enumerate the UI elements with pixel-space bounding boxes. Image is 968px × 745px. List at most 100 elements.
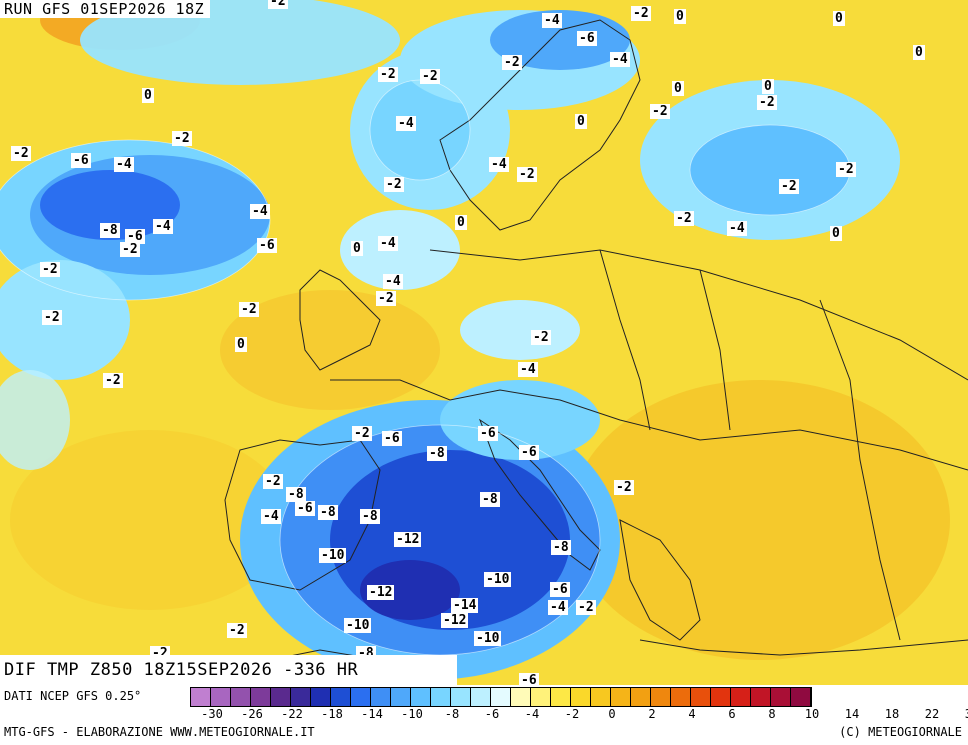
map-value-label: -4 — [378, 236, 398, 251]
map-value-label: -8 — [100, 223, 120, 238]
color-scale-swatch — [331, 688, 351, 706]
map-value-label: -2 — [172, 131, 192, 146]
color-scale-tick-label: 6 — [728, 707, 736, 721]
map-value-label: 0 — [575, 114, 587, 129]
map-value-label: -2 — [576, 600, 596, 615]
map-value-label: -6 — [125, 229, 145, 244]
color-scale-swatch — [771, 688, 791, 706]
credit-right: (C) METEOGIORNALE — [839, 725, 962, 739]
field-title: DIF TMP Z850 18Z15SEP2026 -336 HR — [0, 655, 457, 685]
map-value-label: -4 — [261, 509, 281, 524]
map-value-label: -10 — [344, 618, 372, 633]
color-scale-tick-label: -4 — [524, 707, 540, 721]
map-value-label: -6 — [519, 445, 539, 460]
color-scale-swatch — [211, 688, 231, 706]
map-value-label: -2 — [674, 211, 694, 226]
color-scale-tick-label: -30 — [201, 707, 223, 721]
color-scale-swatch — [791, 688, 811, 706]
data-source-label: DATI NCEP GFS 0.25° — [4, 689, 142, 703]
color-scale-swatch — [591, 688, 611, 706]
map-value-label: 0 — [672, 81, 684, 96]
color-scale-swatch — [491, 688, 511, 706]
map-value-label: -4 — [542, 13, 562, 28]
color-scale-swatch — [531, 688, 551, 706]
color-scale-swatch — [611, 688, 631, 706]
map-value-label: 0 — [833, 11, 845, 26]
map-value-label: -2 — [836, 162, 856, 177]
map-value-label: -8 — [427, 446, 447, 461]
map-value-label: -8 — [480, 492, 500, 507]
map-value-label: -6 — [550, 582, 570, 597]
map-value-label: -2 — [779, 179, 799, 194]
color-scale-tick-label: 22 — [924, 707, 940, 721]
map-value-label: -2 — [631, 6, 651, 21]
color-scale-swatch — [431, 688, 451, 706]
color-scale-swatch — [391, 688, 411, 706]
color-scale-tick-label: -6 — [484, 707, 500, 721]
color-scale-tick-label: -22 — [281, 707, 303, 721]
map-value-label: -6 — [519, 673, 539, 685]
map-value-label: -2 — [268, 0, 288, 9]
color-scale-swatch — [411, 688, 431, 706]
map-value-label: -6 — [478, 426, 498, 441]
color-scale-ticks: -30 -26 -22 -18 -14 -10 -8 -6 -4 -2 0 2 4 6 8 10 14 18 22 3… — [190, 707, 968, 721]
map-value-label: -4 — [548, 600, 568, 615]
color-scale-swatch — [471, 688, 491, 706]
map-value-label: -2 — [420, 69, 440, 84]
color-scale-tick-label: -8 — [444, 707, 460, 721]
map-value-label: 0 — [762, 79, 774, 94]
map-value-label: -2 — [517, 167, 537, 182]
color-scale-swatch — [731, 688, 751, 706]
map-value-label: -4 — [383, 274, 403, 289]
map-value-label: 0 — [913, 45, 925, 60]
color-scale-swatch — [691, 688, 711, 706]
color-scale-tick-label: -14 — [361, 707, 383, 721]
map-value-label: 0 — [235, 337, 247, 352]
map-footer: DATI NCEP GFS 0.25° -30 -26 -22 -18 -14 -10 -8… — [0, 685, 968, 745]
color-scale-tick-label: 0 — [608, 707, 616, 721]
map-value-label: -12 — [394, 532, 422, 547]
map-value-label: -10 — [484, 572, 512, 587]
map-value-label: -8 — [360, 509, 380, 524]
color-scale-tick-label: -2 — [564, 707, 580, 721]
map-value-label: -2 — [40, 262, 60, 277]
color-scale-swatch — [351, 688, 371, 706]
map-value-label: -4 — [610, 52, 630, 67]
map-value-label: -2 — [757, 95, 777, 110]
color-scale-swatch — [371, 688, 391, 706]
color-scale-swatch — [311, 688, 331, 706]
map-value-label: -12 — [441, 613, 469, 628]
color-scale-swatch — [631, 688, 651, 706]
map-value-label: 0 — [351, 241, 363, 256]
color-scale-swatch — [251, 688, 271, 706]
color-scale-tick-label: -18 — [321, 707, 343, 721]
map-value-label: -10 — [474, 631, 502, 646]
map-value-label: -8 — [551, 540, 571, 555]
map-value-label: -2 — [376, 291, 396, 306]
color-scale-swatch — [711, 688, 731, 706]
map-value-label: -6 — [577, 31, 597, 46]
color-scale-swatch — [291, 688, 311, 706]
map-value-label: -2 — [502, 55, 522, 70]
credit-left: MTG-GFS - ELABORAZIONE WWW.METEOGIORNALE… — [4, 725, 315, 739]
map-value-label: -2 — [103, 373, 123, 388]
map-value-label: -4 — [727, 221, 747, 236]
color-scale-swatch — [451, 688, 471, 706]
map-value-label: -2 — [42, 310, 62, 325]
color-scale-tick-label: 2 — [648, 707, 656, 721]
map-value-label: -4 — [396, 116, 416, 131]
color-scale-bar — [190, 687, 812, 707]
map-value-label: -8 — [318, 505, 338, 520]
color-scale-tick-label: 10 — [804, 707, 820, 721]
color-scale-swatch — [651, 688, 671, 706]
temperature-anomaly-map: -2 -4 -2 0 0 -6 -4 0 -2 -2 -2 0 0 0 -2 -… — [0, 0, 968, 685]
color-scale-tick-label: -26 — [241, 707, 263, 721]
map-value-label: -2 — [531, 330, 551, 345]
map-value-label: -2 — [378, 67, 398, 82]
color-scale-swatch — [231, 688, 251, 706]
color-scale-swatch — [271, 688, 291, 706]
map-value-label: -2 — [650, 104, 670, 119]
color-scale-tick-label: 4 — [688, 707, 696, 721]
map-value-label: -4 — [250, 204, 270, 219]
map-value-label: -10 — [319, 548, 347, 563]
